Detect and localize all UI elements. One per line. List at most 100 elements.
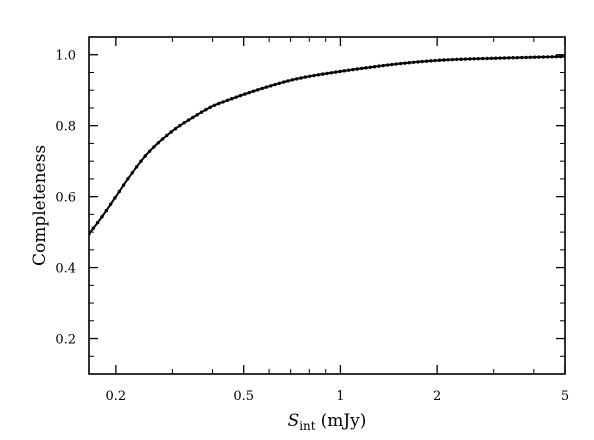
data-point	[476, 56, 481, 61]
data-point	[346, 68, 351, 72]
data-point	[502, 56, 507, 60]
data-point	[182, 121, 186, 125]
data-point	[147, 149, 152, 153]
data-point	[515, 55, 520, 60]
data-point	[160, 137, 165, 141]
data-point	[130, 171, 134, 175]
data-point	[351, 67, 355, 72]
data-point	[121, 183, 126, 187]
data-point	[437, 58, 442, 62]
data-point	[394, 62, 398, 66]
data-point	[355, 67, 359, 71]
data-point	[424, 59, 429, 63]
data-point	[316, 73, 321, 77]
y-tick-label: 0.2	[55, 333, 76, 348]
data-point	[256, 88, 260, 92]
x-tick-label: 0.5	[233, 389, 254, 404]
data-point	[277, 81, 282, 85]
data-point	[338, 69, 342, 74]
data-point	[385, 63, 390, 67]
data-point	[234, 95, 238, 99]
data-point	[368, 65, 372, 69]
y-tick-label: 0.8	[55, 120, 76, 135]
data-point	[165, 133, 169, 138]
data-point	[108, 202, 113, 206]
data-point	[450, 57, 455, 62]
x-axis-label: Sint (mJy)	[288, 411, 367, 433]
data-point	[307, 74, 312, 79]
data-point	[104, 208, 109, 213]
data-point	[238, 93, 243, 98]
data-point	[463, 57, 468, 61]
data-point	[247, 90, 251, 95]
data-point	[221, 100, 225, 104]
data-point	[117, 189, 121, 194]
data-point	[489, 56, 494, 61]
data-point	[429, 59, 433, 63]
completeness-series	[89, 54, 565, 236]
data-point	[290, 78, 295, 82]
data-point	[455, 57, 459, 62]
y-axis-label: Completeness	[30, 145, 50, 266]
data-point	[178, 123, 182, 128]
data-point	[199, 110, 204, 114]
data-point	[100, 215, 104, 219]
data-point	[260, 86, 264, 91]
data-point	[390, 62, 394, 67]
data-point	[541, 55, 546, 59]
data-point	[264, 85, 269, 89]
data-point	[411, 60, 416, 65]
data-point	[152, 145, 156, 149]
data-point	[186, 118, 191, 122]
data-point	[126, 177, 130, 181]
data-point	[113, 196, 117, 200]
data-point	[217, 101, 221, 106]
data-point	[139, 159, 143, 163]
data-point	[325, 71, 329, 76]
data-point	[312, 73, 316, 78]
data-point	[377, 64, 381, 68]
data-point	[212, 103, 217, 107]
data-point	[195, 113, 199, 117]
data-point	[364, 66, 368, 70]
data-point	[342, 69, 347, 73]
data-point	[550, 55, 554, 59]
data-point	[303, 75, 308, 79]
data-point	[372, 65, 377, 69]
data-point	[333, 70, 338, 74]
data-point	[398, 61, 403, 66]
data-point	[433, 58, 437, 63]
data-point	[225, 98, 230, 103]
data-point	[251, 89, 256, 93]
data-point	[156, 141, 160, 145]
data-point	[537, 55, 541, 59]
data-point	[286, 79, 290, 83]
data-point	[459, 57, 463, 61]
axes: 0.2 0.5 1 2 5 0.2 0.4 0.6 0.8 1.0	[55, 36, 569, 404]
data-point	[507, 56, 511, 60]
data-point	[468, 57, 472, 61]
data-point	[403, 61, 407, 65]
data-point	[558, 54, 563, 59]
data-point	[282, 80, 286, 84]
data-point	[407, 61, 411, 65]
data-point	[273, 82, 277, 87]
data-point	[381, 63, 385, 68]
data-point	[169, 130, 173, 134]
data-point	[416, 60, 420, 64]
data-point	[485, 56, 489, 61]
data-point	[230, 97, 234, 101]
data-point	[524, 55, 528, 60]
y-tick-label: 0.6	[55, 191, 76, 206]
plot-area	[89, 54, 565, 236]
data-point	[299, 76, 303, 80]
y-tick-label: 1.0	[55, 49, 76, 64]
data-point	[498, 56, 502, 60]
data-point	[545, 55, 550, 59]
data-point	[442, 58, 446, 62]
x-tick-label: 5	[561, 389, 569, 404]
data-point	[494, 56, 498, 60]
data-point	[173, 126, 178, 131]
y-tick-label: 0.4	[55, 262, 76, 277]
